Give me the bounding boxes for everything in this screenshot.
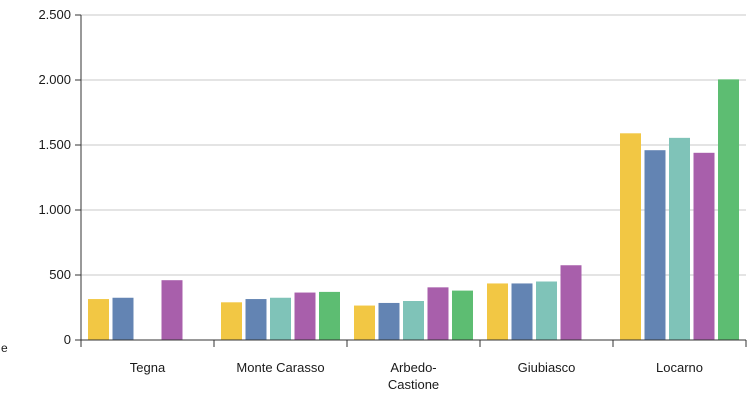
bar <box>270 297 291 340</box>
bar <box>294 292 316 340</box>
cropped-edge-text: e <box>1 341 8 355</box>
y-tick-label: 2.500 <box>38 7 71 22</box>
bar <box>319 291 340 340</box>
bar <box>427 287 449 340</box>
bar <box>620 133 641 340</box>
bar <box>112 297 134 340</box>
bar <box>88 299 109 340</box>
bar <box>245 299 267 340</box>
bar <box>354 305 375 340</box>
x-tick-labels: Tegna Monte Carasso Arbedo- Castione Giubias… <box>130 360 703 392</box>
y-tick-label: 1.000 <box>38 202 71 217</box>
bar <box>221 302 242 340</box>
bar <box>669 137 690 340</box>
bar <box>403 301 424 340</box>
bar <box>487 283 508 340</box>
bar <box>511 283 533 340</box>
x-tick-label: Monte Carasso <box>236 360 324 375</box>
y-tick-label: 500 <box>49 267 71 282</box>
bars <box>88 79 739 340</box>
y-tick-label: 1.500 <box>38 137 71 152</box>
x-tick-label: Locarno <box>656 360 703 375</box>
x-tick-label: Arbedo- <box>390 360 436 375</box>
bar <box>161 280 183 340</box>
bar <box>452 290 473 340</box>
bar <box>378 302 400 340</box>
axes <box>75 14 747 347</box>
y-tick-labels: 0 500 1.000 1.500 2.000 2.500 <box>38 7 71 347</box>
bar <box>536 281 557 340</box>
x-tick-label: Tegna <box>130 360 166 375</box>
x-tick-label: Giubiasco <box>518 360 576 375</box>
y-tick-label: 2.000 <box>38 72 71 87</box>
bar <box>718 79 739 340</box>
bar <box>560 265 582 340</box>
x-tick-label: Castione <box>388 377 439 392</box>
y-tick-label: 0 <box>64 332 71 347</box>
bar <box>693 152 715 340</box>
bar <box>644 150 666 340</box>
